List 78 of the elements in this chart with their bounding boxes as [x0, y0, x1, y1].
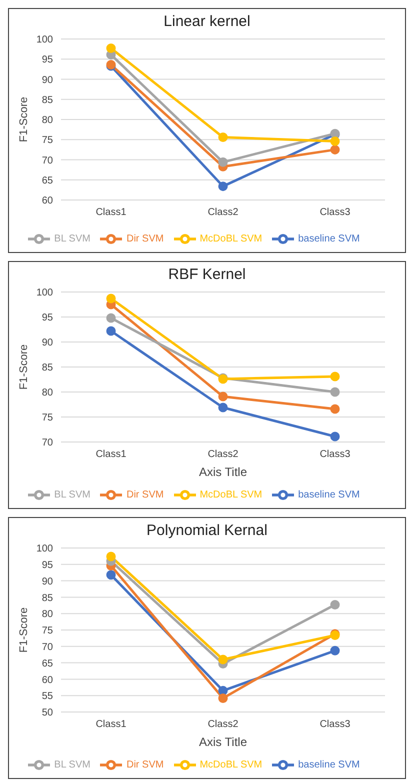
y-tick-label: 95: [42, 312, 54, 324]
legend-label: BL SVM: [54, 234, 90, 245]
y-tick-label: 75: [42, 412, 54, 424]
point: [106, 552, 116, 562]
y-axis-title: F1-Score: [18, 607, 30, 653]
point: [330, 432, 340, 442]
x-tick-label: Class3: [320, 449, 351, 460]
legend-label: McDoBL SVM: [200, 234, 262, 245]
y-tick-label: 95: [42, 560, 54, 571]
y-tick-label: 90: [42, 338, 54, 349]
y-tick-label: 60: [42, 196, 54, 207]
y-tick-label: 80: [42, 115, 54, 126]
y-tick-label: 100: [36, 288, 54, 299]
y-tick-label: 70: [42, 155, 54, 166]
y-tick-label: 55: [42, 691, 54, 702]
point: [218, 132, 228, 142]
x-axis-title: Axis Title: [198, 735, 248, 749]
point: [106, 326, 116, 336]
y-tick-label: 70: [42, 438, 54, 449]
y-tick-label: 85: [42, 592, 54, 604]
point: [218, 693, 228, 703]
point: [330, 136, 340, 146]
y-tick-label: 65: [42, 175, 54, 186]
legend-label: Dir SVM: [126, 760, 164, 771]
point: [106, 570, 116, 580]
y-tick-label: 80: [42, 609, 54, 620]
legend-label: Dir SVM: [126, 490, 164, 501]
y-tick-label: 100: [36, 34, 54, 46]
y-tick-label: 85: [42, 362, 54, 374]
x-tick-label: Class1: [96, 449, 127, 460]
y-tick-label: 90: [42, 576, 54, 588]
y-tick-label: 75: [42, 135, 54, 146]
chart-title: Polynomial Kernal: [146, 522, 268, 541]
y-tick-label: 70: [42, 642, 54, 653]
x-tick-label: Class2: [208, 207, 239, 218]
y-tick-label: 65: [42, 658, 54, 670]
y-tick-label: 80: [42, 388, 54, 399]
x-tick-label: Class2: [208, 449, 239, 460]
x-tick-label: Class1: [96, 207, 127, 218]
point: [106, 313, 116, 323]
x-tick-label: Class3: [320, 719, 351, 730]
point: [218, 157, 228, 167]
y-tick-label: 95: [42, 54, 54, 66]
chart-title: RBF Kernel: [167, 266, 247, 285]
y-tick-label: 85: [42, 94, 54, 106]
point: [330, 404, 340, 414]
legend-label: McDoBL SVM: [200, 490, 262, 501]
y-axis-title: F1-Score: [18, 344, 30, 390]
point: [330, 144, 340, 154]
x-tick-label: Class2: [208, 719, 239, 730]
legend-label: BL SVM: [54, 760, 90, 771]
legend-label: baseline SVM: [298, 234, 360, 245]
point: [330, 372, 340, 382]
point: [330, 646, 340, 656]
point: [218, 654, 228, 664]
legend-label: baseline SVM: [298, 490, 360, 501]
point: [106, 44, 116, 54]
point: [218, 402, 228, 412]
point: [218, 686, 228, 696]
point: [218, 392, 228, 402]
x-axis-title: Axis Title: [198, 465, 248, 479]
legend-label: baseline SVM: [298, 760, 360, 771]
x-tick-label: Class1: [96, 719, 127, 730]
point: [106, 294, 116, 304]
legend-label: Dir SVM: [126, 234, 164, 245]
y-tick-label: 90: [42, 74, 54, 86]
y-tick-label: 100: [36, 544, 54, 555]
y-axis-title: F1-Score: [18, 96, 30, 142]
y-tick-label: 60: [42, 674, 54, 686]
legend-label: McDoBL SVM: [200, 760, 262, 771]
legend-label: BL SVM: [54, 490, 90, 501]
y-tick-label: 50: [42, 708, 54, 719]
chart-title: Linear kernel: [162, 13, 252, 32]
point: [330, 387, 340, 397]
point: [330, 600, 340, 610]
y-tick-label: 75: [42, 626, 54, 637]
point: [218, 182, 228, 192]
x-tick-label: Class3: [320, 207, 351, 218]
